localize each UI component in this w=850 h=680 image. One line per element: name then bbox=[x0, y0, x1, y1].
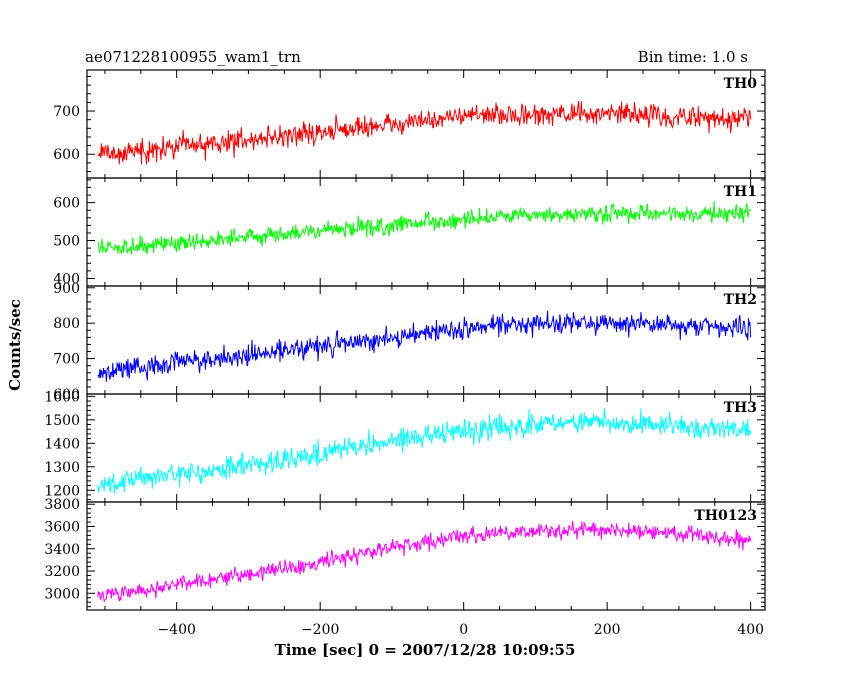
y-tick-label: 3000 bbox=[44, 586, 80, 602]
x-tick-label: −200 bbox=[301, 622, 339, 638]
series-line-th2 bbox=[97, 310, 752, 382]
y-tick-label: 600 bbox=[53, 196, 80, 212]
plot-title: ae071228100955_wam1_trn bbox=[85, 48, 301, 66]
panel-th0: 600 700 TH0 bbox=[53, 69, 766, 179]
series-line-th3 bbox=[97, 407, 752, 494]
y-tick-label: 1400 bbox=[44, 436, 80, 452]
series-line-th0123 bbox=[97, 520, 752, 603]
panel-frame bbox=[86, 501, 766, 611]
panel-frame bbox=[86, 393, 766, 503]
y-tick-label: 1200 bbox=[44, 483, 80, 499]
x-tick-label: 0 bbox=[459, 622, 468, 638]
y-tick-label: 800 bbox=[53, 316, 80, 332]
y-tick-label: 600 bbox=[53, 387, 80, 403]
y-tick-label: 400 bbox=[53, 271, 80, 287]
x-axis: −400 −200 0 200 400 bbox=[157, 622, 764, 638]
y-tick-label: 3400 bbox=[44, 542, 80, 558]
y-tick-label: 1500 bbox=[44, 413, 80, 429]
x-tick-label: 400 bbox=[737, 622, 764, 638]
series-line-th1 bbox=[97, 201, 752, 255]
y-tick-label: 700 bbox=[53, 104, 80, 120]
panel-th0123: 3000 3200 3400 3600 3800 TH0123 bbox=[44, 497, 766, 611]
y-tick-label: 700 bbox=[53, 352, 80, 368]
panel-label: TH2 bbox=[724, 292, 757, 308]
panel-th3: 1200 1300 1400 1500 1600 TH3 bbox=[44, 389, 766, 503]
x-axis-label: Time [sec] 0 = 2007/12/28 10:09:55 bbox=[275, 641, 576, 659]
panel-label: TH1 bbox=[724, 184, 757, 200]
y-tick-label: 600 bbox=[53, 147, 80, 163]
panel-stack: 600 700 TH0 400 500 600 TH1 600 700 800 900 TH2 1200… bbox=[44, 69, 766, 611]
y-tick-label: 1600 bbox=[44, 389, 80, 405]
y-axis-label: Counts/sec bbox=[6, 299, 24, 391]
panel-label: TH3 bbox=[724, 400, 757, 416]
y-tick-label: 3600 bbox=[44, 519, 80, 535]
x-tick-label: −400 bbox=[157, 622, 195, 638]
bin-time-label: Bin time: 1.0 s bbox=[638, 48, 748, 66]
panel-th2: 600 700 800 900 TH2 bbox=[53, 281, 766, 403]
y-tick-label: 500 bbox=[53, 234, 80, 250]
y-tick-label: 1300 bbox=[44, 460, 80, 476]
panel-frame bbox=[86, 177, 766, 287]
panel-label: TH0 bbox=[724, 76, 758, 92]
panel-th1: 400 500 600 TH1 bbox=[53, 177, 766, 287]
panel-label: TH0123 bbox=[694, 508, 757, 524]
y-tick-label: 900 bbox=[53, 281, 80, 297]
y-tick-label: 3800 bbox=[44, 497, 80, 513]
series-line-th0 bbox=[97, 100, 752, 165]
y-tick-label: 3200 bbox=[44, 564, 80, 580]
x-tick-label: 200 bbox=[594, 622, 621, 638]
